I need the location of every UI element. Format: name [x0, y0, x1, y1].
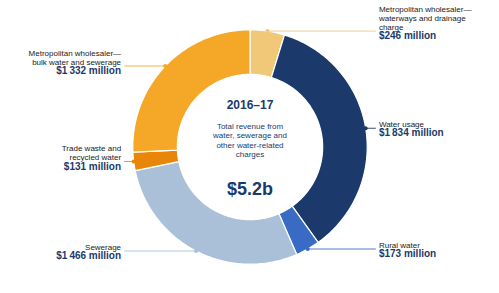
- svg-text:$246 million: $246 million: [379, 30, 436, 41]
- html-text:Trade waste and: Trade waste and: [61, 144, 122, 154]
- html-text:bulk water and sewerage: bulk water and sewerage: [32, 58, 122, 67]
- svg-text:Metropolitan wholesaler—waterw: Metropolitan wholesaler—waterways and dr…: [378, 5, 472, 32]
- svg-text:$5.2b: $5.2b: [227, 179, 273, 199]
- svg-text:$1 466 million: $1 466 million: [56, 250, 121, 261]
- svg-text:$1 332 million: $1 332 million: [56, 65, 121, 76]
- html-text:Metropolitan wholesaler—: Metropolitan wholesaler—: [28, 48, 122, 58]
- svg-text:Total revenue fromwater, sewer: Total revenue fromwater, sewerage andoth…: [212, 122, 287, 160]
- svg-text:$131 million: $131 million: [64, 161, 121, 172]
- svg-text:Rural water: Rural water: [378, 241, 420, 250]
- svg-text:Sewerage: Sewerage: [85, 243, 122, 252]
- svg-text:$1 834 million: $1 834 million: [379, 127, 444, 138]
- svg-text:Water usage: Water usage: [378, 120, 424, 130]
- svg-text:2016–17: 2016–17: [227, 98, 274, 112]
- svg-text:$173 million: $173 million: [379, 248, 436, 259]
- html-text:recycled water: recycled water: [69, 153, 122, 163]
